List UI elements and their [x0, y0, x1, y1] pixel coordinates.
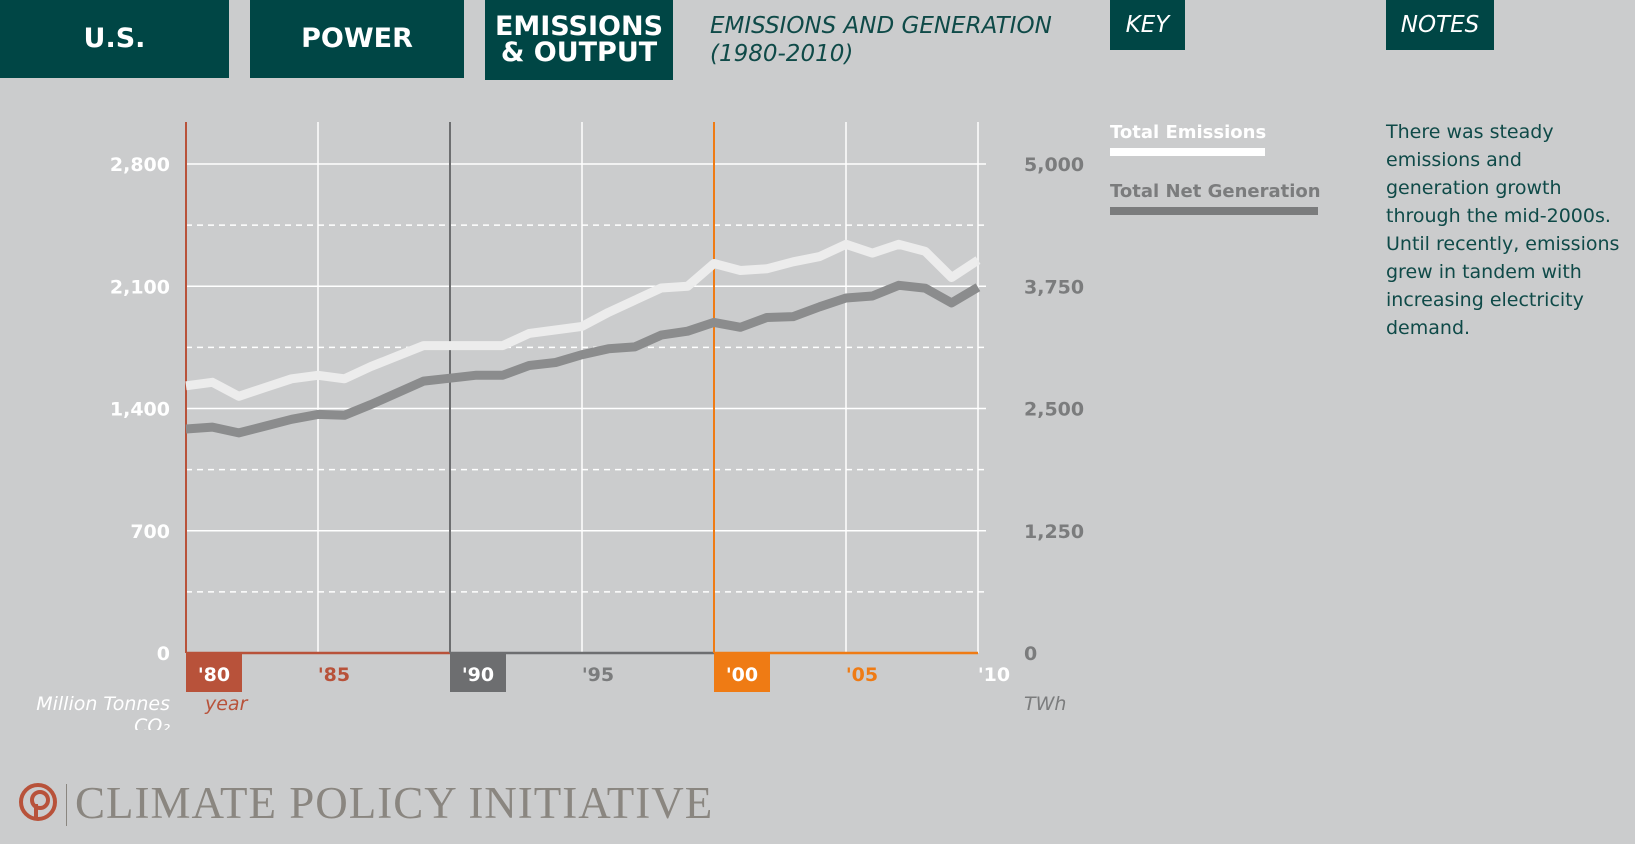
chart-title-line1: EMISSIONS AND GENERATION	[710, 13, 1052, 39]
series-line-total-net-generation	[185, 280, 981, 438]
key-tab[interactable]: KEY	[1110, 0, 1185, 50]
line-chart: 0 700 1,400 2,100 2,800 0 1,250 2,500 3,750 5,000…	[36, 122, 1084, 730]
legend-total-net-generation-swatch	[1110, 207, 1318, 215]
tab-emissions-line1: EMISSIONS	[494, 11, 664, 42]
left-axis-label-unit: CO₂	[134, 715, 170, 730]
tab-emissions-output[interactable]: EMISSIONS & OUTPUT	[485, 0, 673, 80]
notes-text: There was steady emissions and generatio…	[1386, 121, 1620, 339]
cpi-logo-icon	[19, 783, 57, 821]
chart-title: EMISSIONS AND GENERATION (1980-2010)	[710, 12, 1052, 68]
series-line-total-emissions	[185, 239, 981, 401]
x-tick-label: '10	[978, 664, 1010, 686]
cpi-logo-text: CLIMATE POLICY INITIATIVE	[75, 778, 714, 828]
right-axis-tick-label: 0	[1024, 643, 1037, 665]
tab-power[interactable]: POWER	[250, 0, 464, 78]
logo-divider	[66, 784, 67, 826]
legend-total-emissions-swatch	[1110, 148, 1265, 156]
x-tick-box	[186, 654, 242, 692]
right-axis-tick-label: 2,500	[1024, 399, 1084, 421]
legend-total-emissions: Total Emissions	[1110, 122, 1267, 143]
x-tick-label: '00	[726, 664, 758, 686]
right-axis-label: TWh	[1024, 693, 1066, 715]
tab-emissions-line2: & OUTPUT	[500, 37, 658, 68]
x-tick-label: '85	[318, 664, 350, 686]
x-tick-label: '80	[198, 664, 230, 686]
right-axis-tick-label: 5,000	[1024, 154, 1084, 176]
x-tick-box	[714, 654, 770, 692]
right-axis-tick-label: 3,750	[1024, 276, 1084, 298]
left-axis-tick-label: 1,400	[110, 399, 170, 421]
right-axis-tick-label: 1,250	[1024, 521, 1084, 543]
x-tick-label: '95	[582, 664, 614, 686]
x-tick-label: '05	[846, 664, 878, 686]
x-tick-label: '90	[462, 664, 494, 686]
left-axis-label: Million Tonnes	[36, 693, 170, 715]
legend-total-net-generation: Total Net Generation	[1110, 181, 1321, 202]
tab-us[interactable]: U.S.	[0, 0, 229, 78]
x-tick-box	[450, 654, 506, 692]
left-axis-tick-label: 0	[157, 643, 170, 665]
left-axis-tick-label: 2,100	[110, 276, 170, 298]
left-axis-tick-label: 2,800	[110, 154, 170, 176]
chart-title-line2: (1980-2010)	[710, 41, 854, 67]
notes-tab[interactable]: NOTES	[1386, 0, 1494, 50]
x-axis-label: year	[204, 693, 249, 715]
left-axis-tick-label: 700	[130, 521, 170, 543]
